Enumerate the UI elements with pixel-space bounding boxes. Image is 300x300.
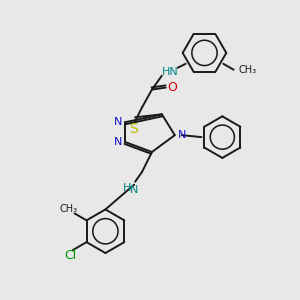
- Text: S: S: [129, 122, 137, 136]
- Text: Cl: Cl: [65, 248, 77, 262]
- Text: H: H: [123, 183, 131, 193]
- Text: N: N: [114, 117, 122, 127]
- Text: O: O: [167, 81, 177, 94]
- Text: N: N: [178, 130, 186, 140]
- Text: N: N: [130, 184, 138, 195]
- Text: N: N: [114, 137, 122, 147]
- Text: CH₃: CH₃: [238, 65, 257, 75]
- Text: CH₃: CH₃: [59, 204, 78, 214]
- Text: HN: HN: [161, 67, 178, 77]
